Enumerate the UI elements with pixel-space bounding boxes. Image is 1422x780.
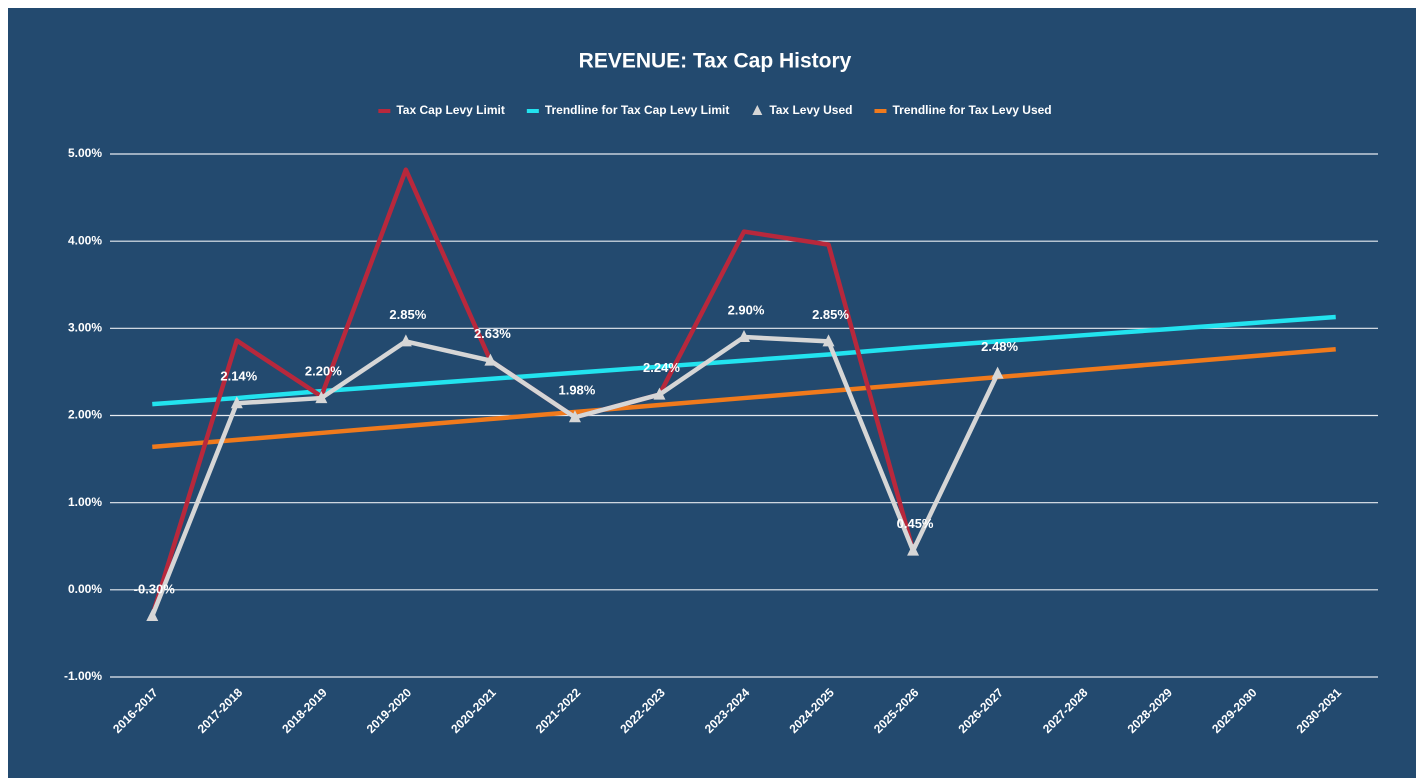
data-label: -0.30%: [134, 581, 176, 596]
data-label: 2.63%: [474, 326, 511, 341]
data-label: 2.14%: [220, 369, 257, 384]
point-marker: [738, 330, 750, 343]
series-line: [152, 347, 1336, 450]
point-marker: [568, 410, 581, 423]
y-tick-label: 0.00%: [68, 582, 102, 596]
point-marker: [484, 353, 497, 366]
chart-background: [8, 8, 1416, 778]
point-marker: [822, 334, 835, 347]
data-label: 2.85%: [812, 307, 849, 322]
y-tick-label: -1.00%: [64, 669, 102, 683]
y-tick-label: 2.00%: [68, 408, 102, 422]
point-marker: [230, 396, 243, 409]
legend-label: Tax Levy Used: [769, 103, 852, 117]
point-marker: [991, 366, 1004, 379]
legend-label: Tax Cap Levy Limit: [396, 103, 504, 117]
point-marker: [315, 391, 328, 404]
chart-title: REVENUE: Tax Cap History: [579, 50, 852, 73]
data-label: 2.20%: [305, 364, 342, 379]
series-line: [152, 314, 1336, 407]
point-marker: [146, 608, 159, 621]
data-label: 2.90%: [728, 302, 765, 317]
legend-marker: [752, 105, 763, 115]
y-tick-label: 5.00%: [68, 146, 102, 160]
y-tick-label: 1.00%: [68, 495, 102, 509]
point-marker: [653, 387, 666, 400]
data-label: 2.48%: [981, 339, 1018, 354]
point-marker: [907, 543, 920, 556]
legend-label: Trendline for Tax Cap Levy Limit: [545, 103, 729, 117]
y-tick-label: 4.00%: [68, 233, 102, 247]
legend-label: Trendline for Tax Levy Used: [892, 103, 1051, 117]
data-label: 2.24%: [643, 360, 680, 375]
point-marker: [399, 334, 412, 347]
data-label: 0.45%: [897, 516, 934, 531]
data-label: 2.85%: [389, 307, 426, 322]
legend: Tax Cap Levy Limit Trendline for Tax Cap …: [378, 103, 1052, 117]
data-label: 1.98%: [558, 383, 595, 398]
y-tick-label: 3.00%: [68, 321, 102, 335]
